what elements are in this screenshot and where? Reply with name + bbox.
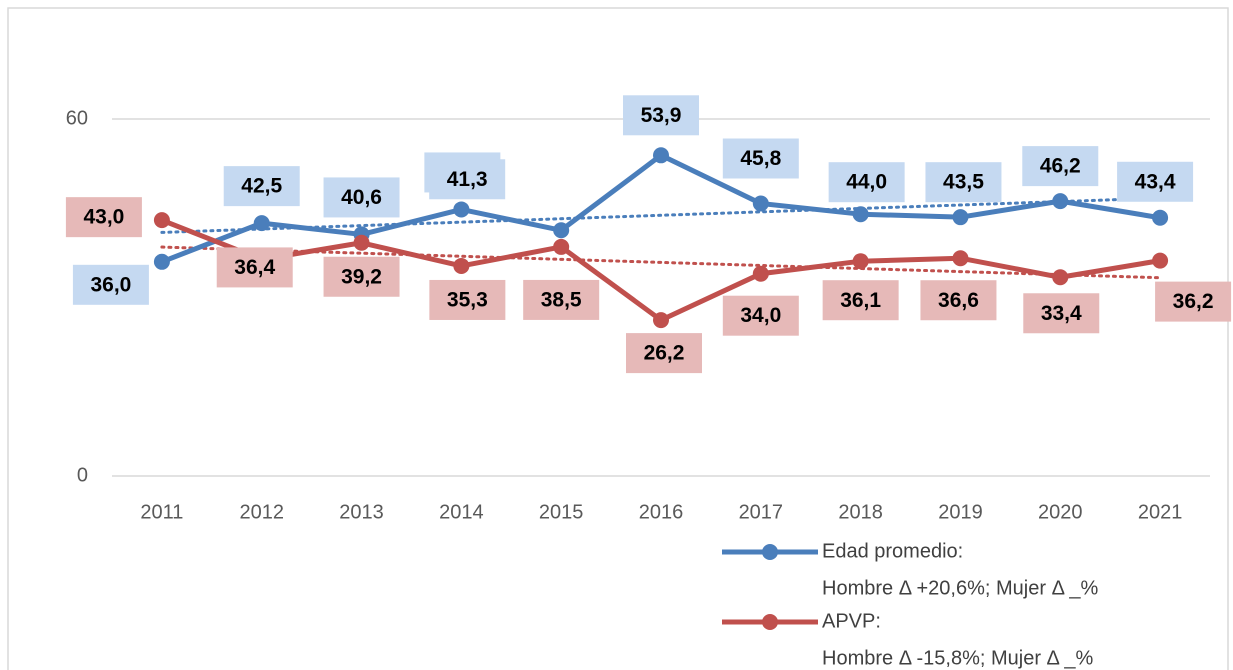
- data-label-box: [822, 280, 899, 321]
- data-label-box: [722, 138, 799, 179]
- data-label-box: [216, 247, 293, 288]
- legend-label: Edad promedio:: [822, 540, 963, 562]
- data-label-box: [925, 162, 1002, 203]
- data-label-box: [1022, 146, 1099, 187]
- data-point: [1152, 209, 1169, 226]
- data-label: 39,2: [341, 265, 382, 288]
- data-label: 43,5: [943, 171, 984, 194]
- data-point: [153, 253, 170, 270]
- data-label: 41,3: [447, 168, 488, 191]
- legend-detail: Hombre Δ -15,8%; Mujer Δ _%: [822, 647, 1093, 669]
- data-point: [453, 201, 470, 218]
- trendline: [160, 196, 1162, 234]
- data-point: [1052, 193, 1069, 210]
- data-label: 36,4: [234, 256, 275, 279]
- data-label-box: [722, 295, 799, 336]
- x-tick-label: 2013: [339, 501, 384, 523]
- x-tick-label: 2012: [239, 501, 284, 523]
- data-label: 43,0: [83, 206, 124, 229]
- y-tick-label: 60: [66, 107, 88, 129]
- data-label-box: [626, 333, 702, 374]
- data-label: 36,1: [840, 289, 881, 312]
- data-point: [852, 206, 869, 223]
- x-tick-label: 2018: [838, 501, 883, 523]
- data-label-box: [1023, 293, 1100, 334]
- data-label: 34,0: [740, 304, 781, 327]
- data-label: 35,3: [447, 289, 488, 312]
- data-point: [752, 265, 769, 282]
- data-point: [952, 250, 969, 267]
- data-point: [1052, 269, 1069, 286]
- data-label-box: [828, 162, 905, 203]
- data-label: 53,9: [641, 104, 682, 127]
- data-point: [453, 257, 470, 274]
- data-label: 42,5: [241, 175, 282, 198]
- x-tick-label: 2014: [439, 501, 484, 523]
- data-label-box: [223, 166, 300, 207]
- data-label: 33,4: [1041, 302, 1082, 325]
- data-label: 43,4: [1135, 170, 1176, 193]
- x-tick-label: 2015: [539, 501, 584, 523]
- data-label-box: [323, 177, 400, 218]
- data-label-box: [623, 95, 699, 136]
- data-label-box: [523, 279, 600, 320]
- data-label-box: [1117, 161, 1194, 202]
- trendline: [160, 245, 1162, 280]
- data-label-box: [323, 256, 400, 297]
- legend-detail: Hombre Δ +20,6%; Mujer Δ _%: [822, 577, 1099, 599]
- data-label: 45,8: [740, 147, 781, 170]
- data-point: [653, 147, 669, 164]
- x-tick-label: 2011: [140, 501, 183, 523]
- x-tick-label: 2019: [938, 501, 983, 523]
- data-label-box: [1155, 281, 1232, 322]
- data-point: [353, 234, 370, 251]
- y-tick-label: 0: [77, 464, 88, 486]
- data-point: [1152, 252, 1169, 269]
- data-label-box: [72, 264, 149, 305]
- data-point: [752, 195, 769, 212]
- data-label: 36,0: [90, 273, 131, 296]
- legend-label: APVP:: [822, 610, 881, 632]
- data-label: 36,2: [1173, 290, 1214, 313]
- data-point: [653, 312, 669, 329]
- data-point: [253, 215, 270, 232]
- data-label-box: [429, 159, 506, 200]
- data-label-box: [65, 197, 142, 238]
- chart-frame: [7, 7, 1229, 670]
- data-label: 40,6: [341, 186, 382, 209]
- data-label: 36,6: [938, 289, 979, 312]
- x-tick-label: 2021: [1138, 501, 1183, 523]
- x-tick-label: 2020: [1038, 501, 1083, 523]
- data-point: [553, 238, 570, 255]
- data-label-box: [429, 279, 506, 320]
- legend-marker: [762, 544, 778, 560]
- data-point: [153, 212, 170, 229]
- data-label: 46,2: [1040, 155, 1081, 178]
- data-point: [553, 222, 570, 239]
- data-label: 44,0: [846, 171, 887, 194]
- data-label-box: [920, 280, 997, 321]
- x-tick-label: 2017: [739, 501, 784, 523]
- data-point: [852, 253, 869, 270]
- data-label: 26,2: [644, 342, 685, 365]
- data-label: 38,5: [541, 288, 582, 311]
- legend-marker: [762, 614, 778, 630]
- data-point: [952, 209, 969, 226]
- x-tick-label: 2016: [639, 501, 684, 523]
